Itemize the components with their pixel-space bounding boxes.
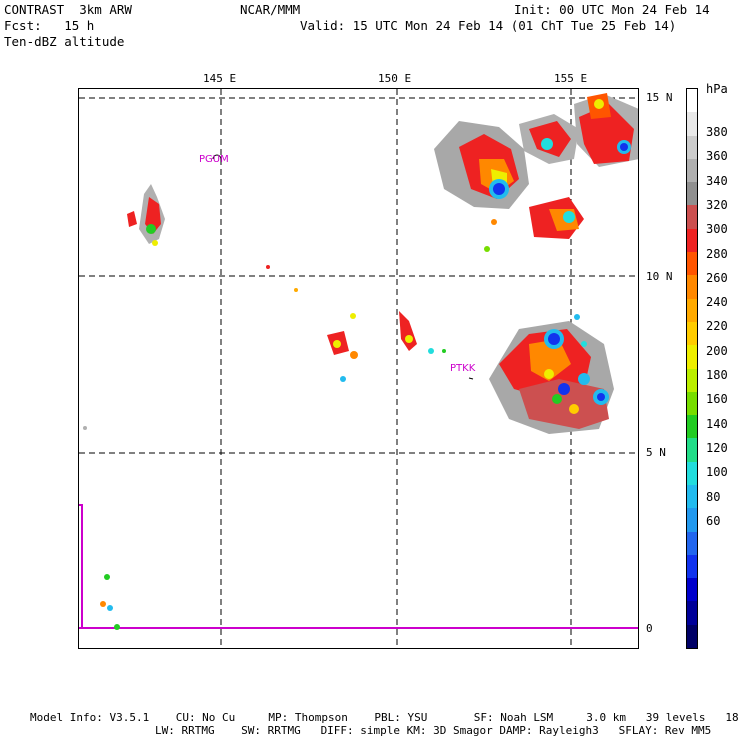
model-title: CONTRAST 3km ARW (4, 2, 132, 17)
colorbar-cell (687, 275, 697, 300)
colorbar-cell (687, 601, 697, 626)
center-name: NCAR/MMM (240, 2, 301, 17)
forecast-hour: Fcst: 15 h (4, 18, 95, 33)
colorbar-cell (687, 578, 697, 602)
colorbar-label: 240 (706, 295, 728, 310)
lat-label-10n: 10 N (646, 270, 673, 283)
colorbar (686, 88, 698, 649)
colorbar-cell (687, 135, 697, 160)
lon-label-155: 155 E (554, 72, 588, 85)
colorbar-cell (687, 461, 697, 486)
colorbar-cell (687, 391, 697, 416)
lat-label-0: 0 (646, 622, 653, 635)
colorbar-label: 60 (706, 513, 721, 528)
echo-cluster-northeast (434, 93, 638, 252)
station-marker-pgum (212, 154, 222, 160)
colorbar-cell (687, 484, 697, 509)
colorbar-cell (687, 89, 697, 113)
lat-label-15n: 15 N (646, 91, 673, 104)
valid-time: Valid: 15 UTC Mon 24 Feb 14 (01 ChT Tue … (300, 18, 677, 33)
colorbar-cell (687, 508, 697, 533)
field-name: Ten-dBZ altitude (4, 34, 125, 49)
colorbar-unit: hPa (706, 82, 728, 96)
colorbar-cell (687, 158, 697, 183)
lat-label-5n: 5 N (646, 446, 666, 459)
echo-cluster-southeast (489, 314, 614, 434)
colorbar-cell (687, 531, 697, 556)
colorbar-label: 200 (706, 343, 728, 358)
colorbar-cell (687, 345, 697, 369)
colorbar-label: 380 (706, 125, 728, 139)
station-label-ptkk: PTKK (450, 363, 476, 374)
lon-label-145: 145 E (203, 72, 237, 85)
echo-cluster-west (127, 184, 165, 246)
colorbar-cell (687, 228, 697, 253)
colorbar-cell (687, 368, 697, 393)
colorbar-cell (687, 182, 697, 206)
colorbar-label: 300 (706, 222, 728, 237)
colorbar-cell (687, 252, 697, 276)
colorbar-cell (687, 438, 697, 463)
footer-physics-info: LW: RRTMG SW: RRTMG DIFF: simple KM: 3D … (155, 724, 712, 737)
echo-cluster-central (266, 265, 446, 382)
colorbar-label: 120 (706, 440, 728, 455)
colorbar-label: 320 (706, 197, 728, 212)
colorbar-label: 100 (706, 465, 728, 480)
map-canvas: PGUM PTKK (79, 89, 638, 648)
footer-model-info: Model Info: V3.5.1 CU: No Cu MP: Thompso… (30, 711, 740, 724)
colorbar-cell (687, 112, 697, 137)
station-label-pgum: PGUM (199, 154, 229, 165)
colorbar-label: 260 (706, 270, 728, 285)
colorbar-label: 220 (706, 319, 728, 334)
colorbar-label: 180 (706, 368, 728, 382)
colorbar-label: 340 (706, 173, 728, 188)
lon-label-150: 150 E (378, 72, 412, 85)
colorbar-label: 80 (706, 489, 721, 504)
echo-cluster-equator (83, 426, 120, 630)
colorbar-label: 160 (706, 392, 728, 407)
colorbar-cell (687, 415, 697, 439)
station-marker-ptkk (468, 377, 474, 380)
colorbar-label: 360 (706, 149, 728, 164)
colorbar-cell (687, 554, 697, 579)
colorbar-cell (687, 205, 697, 230)
domain-boundary (79, 504, 83, 628)
colorbar-cell (687, 624, 697, 649)
colorbar-cell (687, 321, 697, 346)
colorbar-label: 280 (706, 246, 728, 261)
colorbar-cell (687, 298, 697, 323)
map-panel[interactable]: PGUM PTKK (78, 88, 639, 649)
init-time: Init: 00 UTC Mon 24 Feb 14 (514, 2, 710, 17)
colorbar-label: 140 (706, 416, 728, 431)
